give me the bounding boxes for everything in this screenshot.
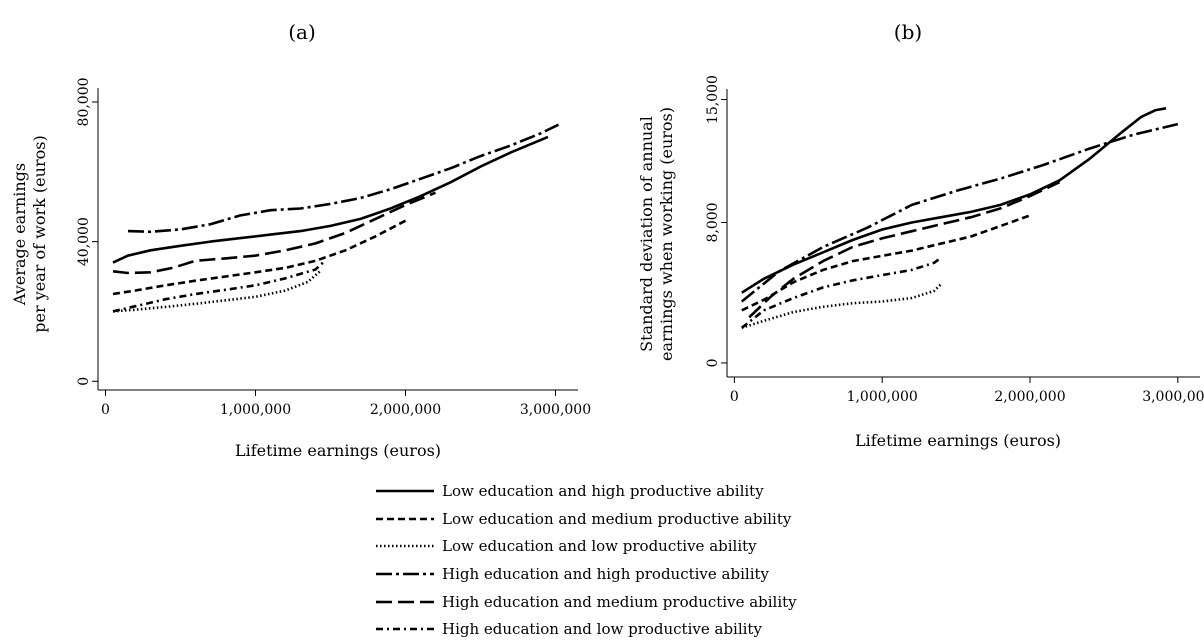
- y-tick-label: 15,000: [705, 75, 721, 124]
- x-tick-label: 0: [730, 389, 739, 405]
- series-line: [740, 122, 1179, 303]
- panel-a-xlabel: Lifetime earnings (euros): [235, 441, 441, 460]
- series-line: [112, 191, 436, 275]
- panel-b-ylabel-line1: Standard deviation of annual: [637, 116, 656, 352]
- x-tick-label: 2,000,000: [994, 389, 1065, 405]
- y-tick-label: 40,000: [76, 217, 92, 266]
- series-line: [127, 123, 560, 234]
- legend-item: Low education and high productive abilit…: [376, 482, 764, 500]
- series-line: [112, 261, 324, 313]
- panel-b-ylabel-line2: earnings when working (euros): [657, 107, 676, 361]
- legend-item: Low education and low productive ability: [376, 537, 757, 555]
- panel-b-series: [740, 107, 1179, 330]
- legend-item: Low education and medium productive abil…: [376, 510, 792, 528]
- y-tick-label: 0: [76, 377, 92, 386]
- series-line: [741, 107, 1167, 294]
- legend-item: High education and high productive abili…: [376, 565, 770, 583]
- legend-label: High education and low productive abilit…: [442, 620, 762, 638]
- legend-label: Low education and medium productive abil…: [442, 510, 792, 528]
- panel-a-ylabel-line2: per year of work (euros): [30, 135, 49, 332]
- x-tick-label: 1,000,000: [847, 389, 918, 405]
- y-tick-label: 80,000: [76, 77, 92, 126]
- x-tick-label: 2,000,000: [370, 402, 441, 418]
- legend-label: Low education and low productive ability: [442, 537, 757, 555]
- series-line: [748, 180, 1061, 319]
- legend-label: High education and medium productive abi…: [442, 593, 797, 611]
- x-tick-label: 0: [101, 402, 110, 418]
- panel-a-axes: 0 1,000,000 2,000,000 3,000,000 0 40,000 80,00…: [76, 77, 591, 418]
- x-tick-label: 1,000,000: [220, 402, 291, 418]
- panel-b-xlabel: Lifetime earnings (euros): [855, 431, 1061, 450]
- x-tick-label: 3,000,000: [1142, 389, 1204, 405]
- y-tick-label: 0: [705, 358, 721, 367]
- legend-item: High education and low productive abilit…: [376, 620, 762, 638]
- panel-a: (a) Average earnings per year of work (e…: [10, 20, 591, 460]
- x-tick-label: 3,000,000: [520, 402, 591, 418]
- legend-item: High education and medium productive abi…: [376, 593, 797, 611]
- series-line: [112, 270, 321, 313]
- series-line: [740, 256, 943, 329]
- legend: Low education and high productive abilit…: [376, 482, 797, 638]
- legend-label: Low education and high productive abilit…: [442, 482, 764, 500]
- y-tick-label: 8,000: [705, 202, 721, 242]
- panel-b-title: (b): [894, 20, 922, 44]
- series-line: [112, 135, 549, 264]
- panel-a-title: (a): [288, 20, 316, 44]
- panel-a-series: [112, 123, 560, 313]
- series-line: [741, 282, 943, 330]
- panel-b: (b) Standard deviation of annual earning…: [637, 20, 1204, 450]
- legend-label: High education and high productive abili…: [442, 565, 770, 583]
- panel-a-ylabel-line1: Average earnings: [10, 163, 29, 306]
- series-line: [112, 219, 407, 296]
- panel-b-axes: 0 1,000,000 2,000,000 3,000,000 0 8,000 15,000: [705, 75, 1204, 405]
